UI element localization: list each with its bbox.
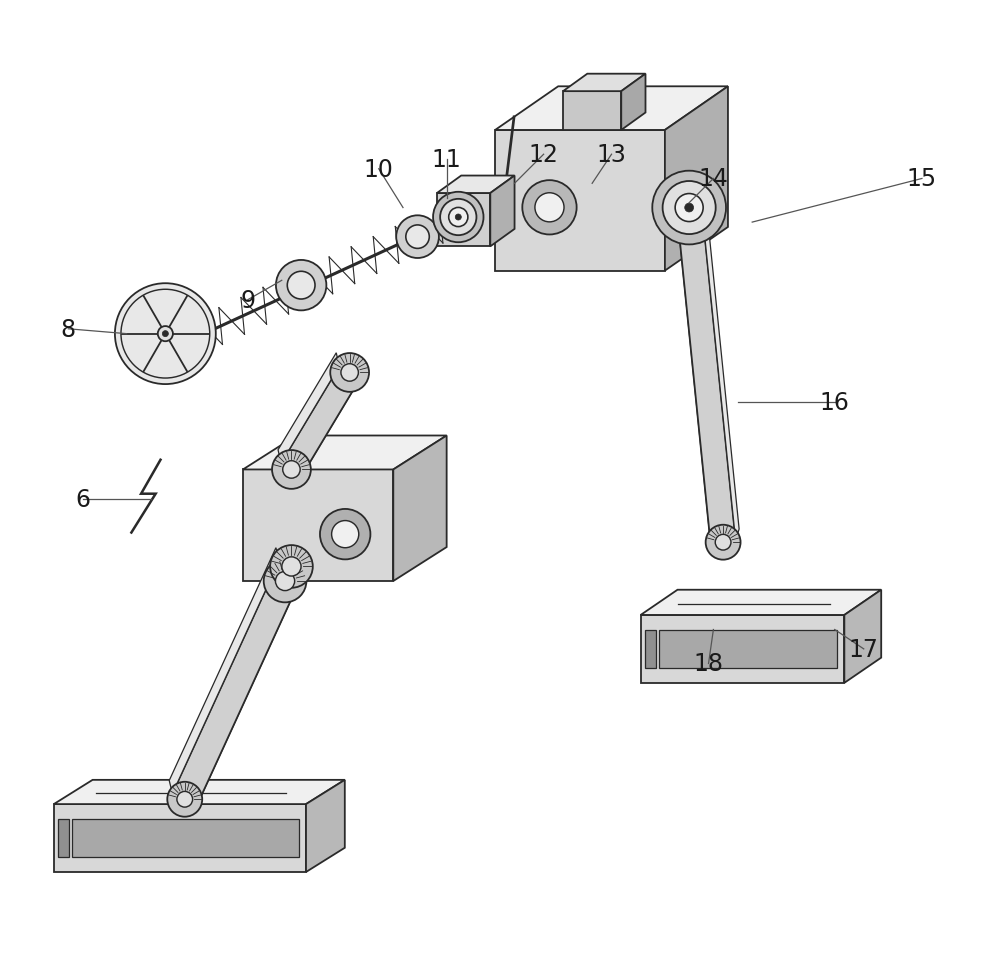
Circle shape <box>652 172 726 245</box>
Polygon shape <box>641 615 844 683</box>
Circle shape <box>283 461 300 479</box>
Polygon shape <box>495 87 728 131</box>
Polygon shape <box>563 92 621 131</box>
Polygon shape <box>393 436 447 581</box>
Polygon shape <box>563 75 646 92</box>
Polygon shape <box>621 75 646 131</box>
Polygon shape <box>243 470 393 581</box>
Circle shape <box>455 215 461 221</box>
Text: 12: 12 <box>529 143 559 167</box>
Polygon shape <box>274 550 283 578</box>
Polygon shape <box>844 590 881 683</box>
Circle shape <box>270 546 313 588</box>
Polygon shape <box>281 367 360 476</box>
Circle shape <box>663 182 716 234</box>
Text: 13: 13 <box>597 143 626 167</box>
Circle shape <box>685 203 694 213</box>
Polygon shape <box>641 590 881 615</box>
Circle shape <box>167 782 202 817</box>
Polygon shape <box>54 780 345 804</box>
Text: 18: 18 <box>694 652 724 675</box>
Polygon shape <box>702 195 739 542</box>
Circle shape <box>675 195 703 222</box>
Circle shape <box>158 327 173 342</box>
Circle shape <box>276 261 326 311</box>
Polygon shape <box>277 563 299 585</box>
Circle shape <box>449 208 468 228</box>
Polygon shape <box>299 366 360 476</box>
Text: 10: 10 <box>364 158 394 181</box>
Circle shape <box>115 284 216 385</box>
Polygon shape <box>645 630 656 669</box>
Circle shape <box>282 557 301 577</box>
Polygon shape <box>659 630 837 669</box>
Circle shape <box>330 354 369 392</box>
Polygon shape <box>72 819 299 858</box>
Polygon shape <box>169 548 279 794</box>
Circle shape <box>406 226 429 249</box>
Circle shape <box>275 572 295 591</box>
Polygon shape <box>54 804 306 872</box>
Text: 11: 11 <box>432 148 462 172</box>
Polygon shape <box>243 436 447 470</box>
Circle shape <box>287 272 315 299</box>
Text: 9: 9 <box>240 289 255 312</box>
Polygon shape <box>437 194 490 247</box>
Circle shape <box>332 521 359 548</box>
Circle shape <box>272 451 311 489</box>
Circle shape <box>706 525 741 560</box>
Circle shape <box>177 792 193 807</box>
Text: 17: 17 <box>849 638 879 661</box>
Polygon shape <box>665 87 728 271</box>
Circle shape <box>440 200 476 235</box>
Text: 14: 14 <box>698 168 728 191</box>
Polygon shape <box>306 780 345 872</box>
Polygon shape <box>677 198 714 544</box>
Circle shape <box>162 331 168 337</box>
Circle shape <box>715 535 731 550</box>
Circle shape <box>341 364 358 382</box>
Circle shape <box>433 193 484 243</box>
Polygon shape <box>278 354 339 464</box>
Circle shape <box>535 194 564 223</box>
Polygon shape <box>437 176 515 194</box>
Polygon shape <box>677 207 736 544</box>
Polygon shape <box>172 561 304 805</box>
Text: 15: 15 <box>907 168 937 191</box>
Text: 16: 16 <box>820 391 850 414</box>
Text: 8: 8 <box>61 318 76 341</box>
Polygon shape <box>290 557 299 585</box>
Polygon shape <box>194 559 304 805</box>
Polygon shape <box>58 819 69 858</box>
Polygon shape <box>490 176 515 247</box>
Circle shape <box>522 181 577 235</box>
Circle shape <box>320 510 370 560</box>
Circle shape <box>396 216 439 259</box>
Circle shape <box>264 560 306 603</box>
Polygon shape <box>495 131 665 271</box>
Text: 6: 6 <box>75 487 90 511</box>
